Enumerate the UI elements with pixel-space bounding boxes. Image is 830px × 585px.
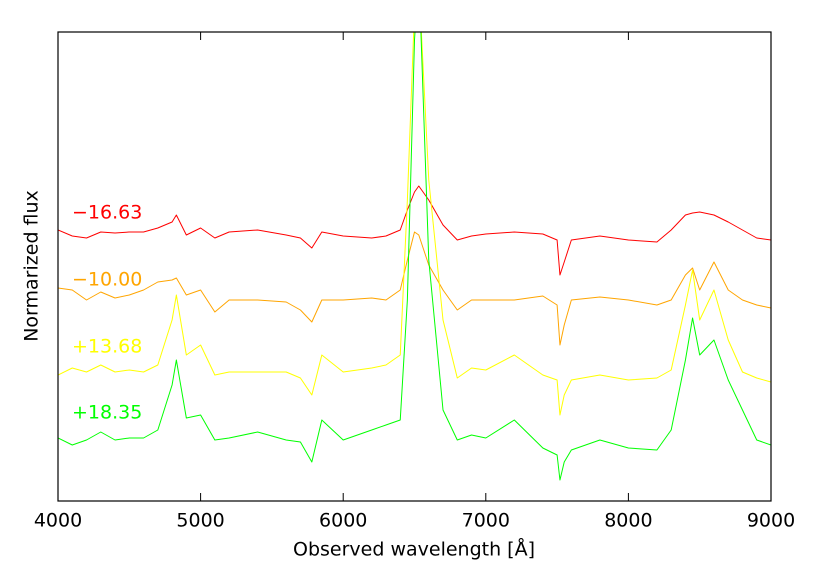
series-label: +13.68 [72, 336, 142, 358]
spectrum-line [58, 32, 771, 416]
series-label: +18.35 [72, 402, 142, 424]
x-tick-label: 8000 [604, 510, 652, 532]
x-tick-label: 7000 [462, 510, 510, 532]
plot-frame [57, 31, 772, 502]
spectrum-line [58, 32, 771, 481]
x-tick-label: 4000 [34, 510, 82, 532]
series-label: −16.63 [72, 202, 142, 224]
y-axis-label: Normarized flux [21, 190, 43, 342]
spectrum-line [58, 185, 771, 276]
x-tick-label: 6000 [319, 510, 367, 532]
x-tick-label: 9000 [747, 510, 795, 532]
plot-area [58, 32, 771, 481]
x-axis-label: Observed wavelength [Å] [293, 538, 535, 561]
x-tick-label: 5000 [176, 510, 224, 532]
spectrum-line [58, 231, 771, 346]
series-label: −10.00 [72, 269, 142, 291]
